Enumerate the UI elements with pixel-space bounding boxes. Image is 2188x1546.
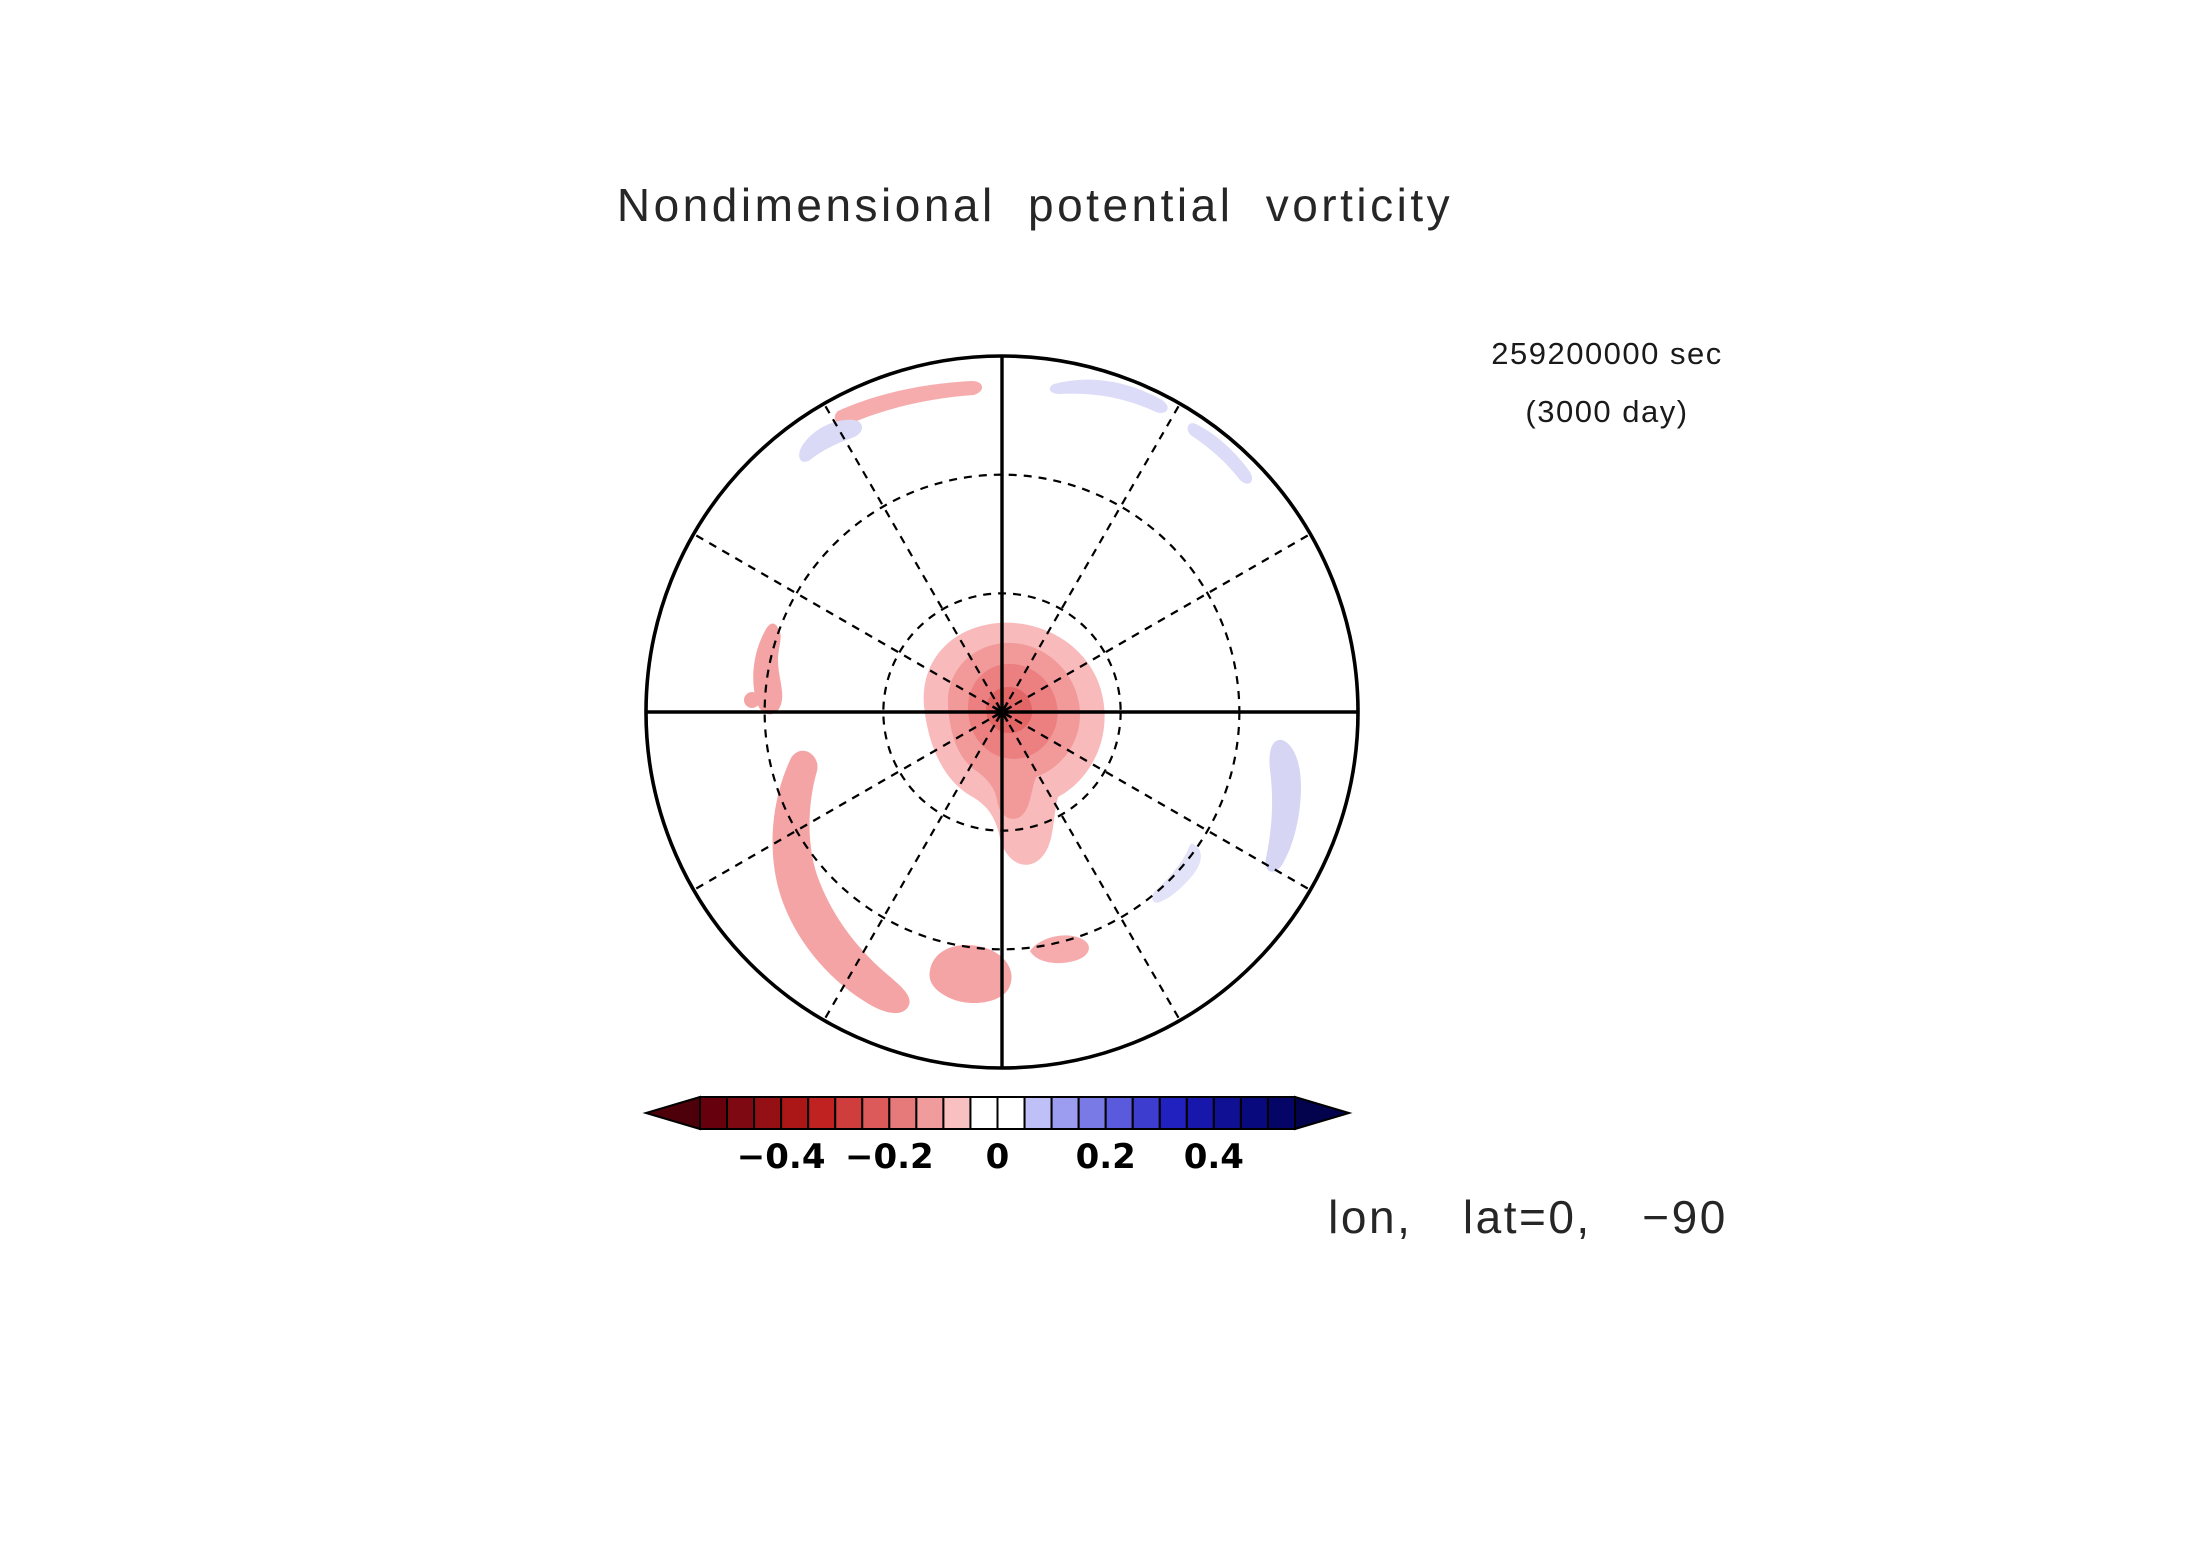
colorbar-cell — [807, 1096, 837, 1130]
colorbar-right-arrow — [1294, 1095, 1353, 1131]
colorbar-cell — [1158, 1096, 1188, 1130]
contour-patch-top-left-blue — [799, 419, 863, 462]
colorbar-cell — [1266, 1096, 1297, 1130]
colorbar-cell — [942, 1096, 972, 1130]
colorbar-cell — [1185, 1096, 1215, 1130]
contour-dot-left — [744, 692, 760, 708]
colorbar-tick-label: 0.2 — [1076, 1137, 1136, 1177]
colorbar-cell — [1104, 1096, 1134, 1130]
colorbar-cell — [861, 1096, 891, 1130]
colorbar-cell — [780, 1096, 810, 1130]
map-boundary-circle — [644, 354, 1360, 1070]
contour-blob-bottom-right — [1030, 935, 1089, 964]
contour-blob-bottom-left — [929, 945, 1012, 1004]
colorbar-tick-label: −0.2 — [845, 1137, 934, 1177]
colorbar-tick-label: −0.4 — [737, 1137, 826, 1177]
axis-annotation-label: lon, lat=0, −90 — [1328, 1191, 1728, 1243]
colorbar-cell — [1077, 1096, 1107, 1130]
pole-mark — [991, 705, 1013, 719]
colorbar-cell — [1050, 1096, 1080, 1130]
colorbar-cell — [915, 1096, 945, 1130]
time-seconds-label: 259200000 sec — [1491, 336, 1723, 371]
colorbar-left-arrow — [642, 1095, 701, 1131]
colorbar-tick-label: 0.4 — [1184, 1137, 1244, 1177]
figure-title: Nondimensional potential vorticity — [616, 179, 1454, 231]
colorbar-cell — [1023, 1096, 1053, 1130]
colorbar-cell — [699, 1096, 729, 1130]
colorbar-cell — [726, 1096, 756, 1130]
colorbar-cell — [969, 1096, 999, 1130]
time-days-label: (3000 day) — [1525, 394, 1689, 429]
colorbar-cell — [834, 1096, 864, 1130]
contour-arc-top-right-blue-2 — [1187, 423, 1253, 484]
colorbar-cell — [753, 1096, 783, 1130]
contour-arc-top — [834, 381, 983, 426]
colorbar-cell — [1212, 1096, 1242, 1130]
contour-band-lower-left — [772, 750, 910, 1014]
colorbar-cell — [888, 1096, 918, 1130]
contour-patch-right-blue — [1265, 739, 1301, 872]
contour-arc-top-right-blue-1 — [1049, 379, 1168, 413]
colorbar-cell — [1131, 1096, 1161, 1130]
colorbar-cell — [1239, 1096, 1269, 1130]
colorbar-tick-label: 0 — [986, 1137, 1010, 1177]
colorbar-cell — [996, 1096, 1026, 1130]
